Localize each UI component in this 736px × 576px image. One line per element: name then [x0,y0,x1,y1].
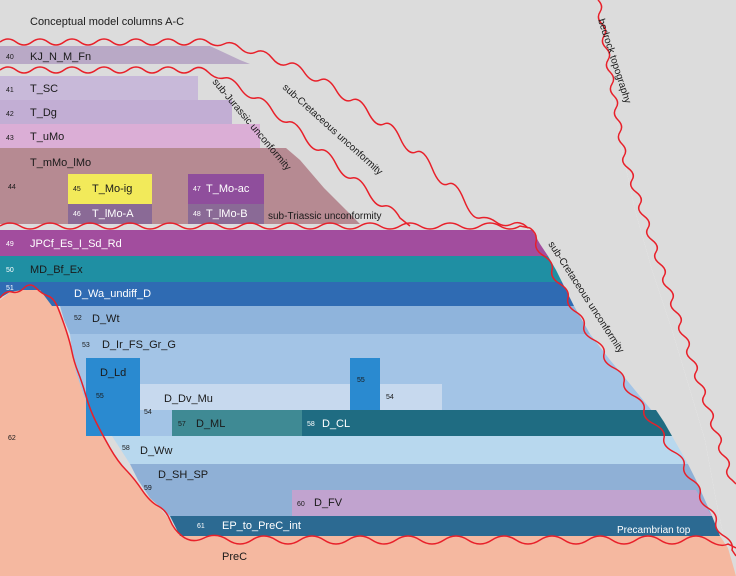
precambrian-top-label: Precambrian top [617,525,691,536]
unit-55-box-left [86,358,140,436]
unit-46-number: 46 [73,211,81,218]
unit-61-band [170,516,720,536]
unit-58-cl-box [302,410,672,436]
unit-61-number: 61 [197,523,205,530]
unit-60-number: 60 [297,501,305,508]
unit-45-box [68,174,152,204]
bedrock-topography-line [597,0,736,485]
sub-triassic-label: sub-Triassic unconformity [268,211,382,222]
unit-40-number: 40 [6,54,14,61]
unit-53-number: 53 [82,342,90,349]
unit-50-label: MD_Bf_Ex [30,264,83,276]
unit-42-band [0,100,232,124]
unit-48-box [188,204,264,224]
unit-47-number: 47 [193,186,201,193]
unit-60-box [292,490,712,516]
sub-jurassic-line [0,66,411,227]
unit-40-band [0,46,250,64]
unit-51-label: D_Wa_undiff_D [74,288,151,300]
unit-42-number: 42 [6,111,14,118]
unit-54-box-right [380,384,442,410]
unit-47-box [188,174,264,204]
unit-55-box-right [350,358,380,410]
unit-51-number: 51 [6,285,14,292]
unit-58-ww-label: D_Ww [140,445,172,457]
unit-44-label: T_mMo_lMo [30,157,91,169]
unit-58-cl-label: D_CL [322,418,350,430]
unit-59-number: 59 [144,485,152,492]
unit-54-label-left: D_Dv_Mu [164,393,213,405]
unit-45-number: 45 [73,186,81,193]
unit-54-number-left: 54 [144,409,152,416]
unit-41-band [0,76,198,100]
unit-58-ww-band [112,436,688,464]
unit-55-label-left: D_Ld [100,367,126,379]
unit-58-ww-number: 58 [122,445,130,452]
precambrian-top-line [0,284,736,549]
unit-57-number: 57 [178,421,186,428]
sub-cretaceous-upper-line [0,38,529,229]
unit-62-number: 62 [8,435,16,442]
unit-40-label: KJ_N_M_Fn [30,51,91,63]
sub-cretaceous-lower-line [529,227,736,557]
unit-52-label: D_Wt [92,313,120,325]
unit-41-label: T_SC [30,83,58,95]
unit-42-label: T_Dg [30,107,57,119]
unit-52-band [60,306,590,334]
unit-53-label: D_Ir_FS_Gr_G [102,339,176,351]
unit-41-number: 41 [6,87,14,94]
precambrian-basement [0,286,736,576]
unit-55-number-right: 55 [357,377,365,384]
unit-50-band [0,256,562,282]
unit-48-label: T_lMo-B [206,208,248,220]
sub-triassic-line [0,222,531,230]
unit-49-band [0,230,548,256]
unit-55-number-left: 55 [96,393,104,400]
unit-52-number: 52 [74,315,82,322]
basement-label: PreC [222,551,247,563]
unit-46-box [68,204,152,224]
unit-57-label: D_ML [196,418,225,430]
unit-43-number: 43 [6,135,14,142]
unit-54-number-right: 54 [386,394,394,401]
unit-58-cl-number: 58 [307,421,315,428]
unit-47-label: T_Mo-ac [206,183,250,195]
unit-48-number: 48 [193,211,201,218]
unit-54-box-left [140,384,350,410]
unit-43-band [0,124,260,148]
unit-43-label: T_uMo [30,131,64,143]
unit-57-box [172,410,302,436]
unit-51-band [0,282,574,306]
unit-45-label: T_Mo-ig [92,183,132,195]
diagram-title: Conceptual model columns A-C [30,16,184,28]
unit-61-label: EP_to_PreC_int [222,520,301,532]
unit-44-number: 44 [8,184,16,191]
unit-46-label: T_lMo-A [92,208,134,220]
unit-49-number: 49 [6,241,14,248]
unit-59-label: D_SH_SP [158,469,208,481]
unit-60-label: D_FV [314,497,343,509]
unit-49-label: JPCf_Es_I_Sd_Rd [30,238,122,250]
unit-50-number: 50 [6,267,14,274]
